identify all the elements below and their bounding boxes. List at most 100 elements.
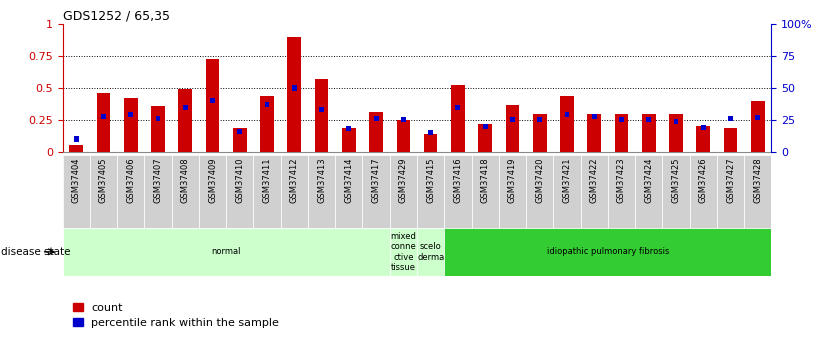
Bar [642, 114, 656, 152]
Bar [526, 155, 553, 228]
Bar [608, 155, 636, 228]
Bar [183, 105, 188, 110]
Bar [455, 105, 460, 110]
Bar [724, 128, 737, 152]
Text: GSM37429: GSM37429 [399, 157, 408, 203]
Text: GSM37423: GSM37423 [617, 157, 626, 203]
Text: GSM37420: GSM37420 [535, 157, 545, 203]
Bar [483, 124, 488, 129]
Bar [314, 79, 329, 152]
Bar [90, 155, 117, 228]
Bar [308, 155, 335, 228]
Bar [580, 155, 608, 228]
Bar [669, 114, 683, 152]
Bar [587, 114, 601, 152]
Text: GSM37410: GSM37410 [235, 157, 244, 203]
Bar [260, 96, 274, 152]
Bar [128, 112, 133, 117]
Bar [701, 125, 706, 130]
Bar [728, 116, 733, 121]
Bar [117, 155, 144, 228]
Text: GSM37419: GSM37419 [508, 157, 517, 203]
Bar [151, 106, 165, 152]
Bar [369, 112, 383, 152]
Bar [238, 129, 242, 134]
Bar [674, 119, 679, 124]
Bar [69, 146, 83, 152]
Bar [97, 93, 110, 152]
Text: GSM37428: GSM37428 [753, 157, 762, 203]
Text: GSM37407: GSM37407 [153, 157, 163, 203]
Bar [696, 126, 710, 152]
Bar [499, 155, 526, 228]
Bar [615, 114, 628, 152]
Bar [445, 155, 471, 228]
Text: GSM37409: GSM37409 [208, 157, 217, 203]
Bar [533, 114, 546, 152]
Bar [537, 117, 542, 122]
Bar [389, 228, 417, 276]
Bar [479, 124, 492, 152]
Text: GSM37414: GSM37414 [344, 157, 354, 203]
Text: GSM37404: GSM37404 [72, 157, 81, 203]
Bar [690, 155, 717, 228]
Bar [751, 101, 765, 152]
Text: disease state: disease state [1, 247, 70, 257]
Bar [560, 96, 574, 152]
Text: mixed
conne
ctive
tissue: mixed conne ctive tissue [390, 232, 416, 272]
Text: GSM37408: GSM37408 [181, 157, 190, 203]
Text: GSM37416: GSM37416 [454, 157, 462, 203]
Bar [553, 155, 580, 228]
Bar [254, 155, 281, 228]
Text: GSM37425: GSM37425 [671, 157, 681, 203]
Bar [445, 228, 771, 276]
Text: GSM37417: GSM37417 [372, 157, 380, 203]
Bar [389, 155, 417, 228]
Text: GSM37424: GSM37424 [644, 157, 653, 203]
Bar [292, 86, 297, 90]
Bar [619, 117, 624, 122]
Text: GSM37415: GSM37415 [426, 157, 435, 203]
Bar [428, 130, 433, 135]
Bar [335, 155, 363, 228]
Bar [424, 134, 438, 152]
Bar [471, 155, 499, 228]
Bar [210, 98, 215, 103]
Bar [264, 102, 269, 107]
Text: GSM37421: GSM37421 [562, 157, 571, 203]
Text: idiopathic pulmonary fibrosis: idiopathic pulmonary fibrosis [546, 247, 669, 256]
Text: GSM37406: GSM37406 [126, 157, 135, 203]
Bar [73, 137, 78, 141]
Bar [417, 228, 445, 276]
Text: GSM37427: GSM37427 [726, 157, 735, 203]
Bar [510, 117, 515, 122]
Bar [417, 155, 445, 228]
Bar [319, 107, 324, 112]
Text: normal: normal [211, 247, 241, 256]
Bar [646, 117, 651, 122]
Bar [288, 37, 301, 152]
Text: GSM37422: GSM37422 [590, 157, 599, 203]
Text: GDS1252 / 65,35: GDS1252 / 65,35 [63, 10, 169, 23]
Bar [172, 155, 198, 228]
Text: GSM37426: GSM37426 [699, 157, 708, 203]
Text: GSM37413: GSM37413 [317, 157, 326, 203]
Text: GSM37412: GSM37412 [289, 157, 299, 203]
Bar [346, 126, 351, 131]
Bar [155, 116, 160, 121]
Bar [451, 86, 465, 152]
Bar [363, 155, 389, 228]
Bar [756, 115, 761, 120]
Bar [636, 155, 662, 228]
Bar [63, 228, 389, 276]
Legend: count, percentile rank within the sample: count, percentile rank within the sample [68, 298, 284, 333]
Bar [342, 128, 355, 152]
Bar [198, 155, 226, 228]
Bar [717, 155, 744, 228]
Bar [226, 155, 254, 228]
Text: GSM37418: GSM37418 [480, 157, 490, 203]
Text: scelo
derma: scelo derma [417, 242, 445, 262]
Text: GSM37411: GSM37411 [263, 157, 272, 203]
Bar [281, 155, 308, 228]
Bar [63, 155, 90, 228]
